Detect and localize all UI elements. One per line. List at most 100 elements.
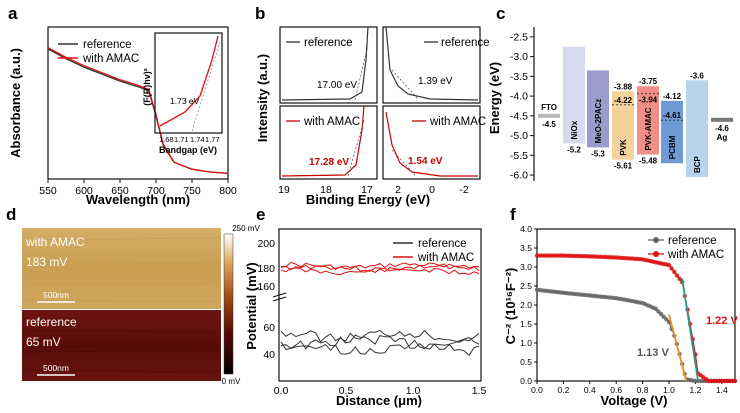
- panel-f-xtick-label: 1.2: [689, 385, 701, 395]
- panel-c-bottom-label: -5.48: [639, 157, 658, 166]
- afm-colorbar-min: 0 mV: [222, 377, 241, 386]
- panel-e-amac-traces: [280, 261, 480, 276]
- afm-colorbar-max: 250 mV: [232, 224, 260, 233]
- panel-f-ytick-label: 4.0: [520, 224, 532, 234]
- panel-e-ref-traces: [280, 329, 480, 356]
- panel-b-xtick-1: 19: [278, 184, 290, 196]
- panel-e-ref-trace-3: [280, 339, 480, 356]
- panel-c-top-label: -4.12: [663, 92, 682, 101]
- afm-bottom-scale-label: 500nm: [43, 363, 69, 373]
- afm-top-value: 183 mV: [26, 255, 67, 269]
- panel-b-xtick-3: 17: [361, 184, 373, 196]
- panel-f-xtick-label: 1.4: [716, 385, 728, 395]
- panel-f-ref-annotation: 1.13 V: [637, 347, 669, 359]
- panel-b-br-curve: [385, 111, 478, 177]
- afm-top-texture: [21, 237, 222, 303]
- panel-e-amac-trace-2: [280, 267, 480, 276]
- panel-a-xtick-label: 700: [147, 185, 165, 197]
- panel-e-break-1: [272, 292, 287, 298]
- panel-a-inset-tick-4: 1.77: [205, 135, 220, 144]
- panel-a-xtick-label: 750: [183, 185, 201, 197]
- panel-a-xtick-label: 650: [111, 185, 129, 197]
- panel-b-br-fit: [391, 149, 417, 177]
- panel-f-amac-point: [674, 273, 680, 278]
- panel-f-ytick-label: 1.5: [520, 319, 532, 329]
- panel-c-ytick-label: -2.5: [510, 31, 528, 43]
- panel-c-ytick-label: -4.5: [510, 110, 528, 122]
- panel-c-layer-name: MeO-2PACz: [594, 99, 603, 144]
- panel-c-bottom-label: -5.3: [591, 149, 605, 158]
- panel-f-xtick-label: 0.2: [557, 385, 569, 395]
- panel-a-inset-xlabel: Bandgap (eV): [159, 145, 217, 155]
- panel-b-xlabel: Binding Energy (eV): [306, 192, 430, 207]
- panel-f-legend-amac: with AMAC: [667, 249, 724, 261]
- panel-c-layer-pcbm: [661, 100, 683, 164]
- panel-c-ytick-label: -5.5: [510, 150, 528, 162]
- panel-f-xtick-label: 0.0: [531, 385, 543, 395]
- panel-f-reference-series: [534, 287, 738, 384]
- panel-a-axes: [47, 26, 229, 180]
- panel-e-ytick-1: 200: [257, 238, 275, 250]
- panel-f-amac-fit: [681, 278, 699, 382]
- panel-c-top-label: -3.6: [690, 71, 704, 80]
- panel-f-ref-fit: [668, 314, 688, 382]
- panel-f-amac-point: [732, 378, 738, 384]
- panel-a-xticks: 550 600 650 700 750 800: [39, 179, 237, 197]
- afm-top-image: [22, 228, 221, 309]
- panel-f-legend-amac-marker: [653, 251, 659, 257]
- panel-f-xtick-label: 1.0: [663, 385, 675, 395]
- panel-f-xlabel: Voltage (V): [601, 393, 668, 408]
- panel-c-bars: -4.5 FTO -5.2 NiOx -5.3 MeO-2PACz -4.22 -3.88 -5…: [538, 46, 733, 178]
- panel-c-mid-label: -4.22: [614, 96, 633, 105]
- panel-c-layer-name: PVK-AMAC: [644, 107, 653, 150]
- panel-b-br-value: 1.54 eV: [408, 156, 443, 167]
- panel-c-ytick-label: -3.0: [510, 51, 528, 63]
- panel-f-ylabel: C⁻² (10¹⁶F⁻²): [503, 268, 518, 345]
- panel-e-legend-amac: with AMAC: [417, 252, 474, 264]
- panel-c-layer-name: BCP: [693, 155, 702, 173]
- panel-f-ytick-label: 2.5: [520, 281, 532, 291]
- panel-c-mid-label: -4.61: [663, 111, 682, 120]
- panel-a-xlabel: Wavelength (nm): [86, 192, 190, 207]
- panel-e-axes: [278, 228, 482, 382]
- panel-e-xtick-2: 0.5: [339, 385, 354, 397]
- panel-f-ytick-label: 1.0: [520, 338, 532, 348]
- panel-e-xtick-4: 1.5: [472, 385, 487, 397]
- panel-b-tr-fit: [391, 69, 419, 100]
- panel-e-ref-trace-2: [280, 334, 480, 350]
- panel-c-layer-bcp: [686, 80, 708, 178]
- panel-b-bl-curve: [281, 105, 365, 177]
- panel-c-label: c: [496, 4, 505, 23]
- panel-c-layer-name: NiOx: [570, 120, 579, 139]
- panel-f-ytick-label: 3.5: [520, 243, 532, 253]
- panel-e-amac-trace-1: [280, 263, 480, 272]
- panel-e-ytick-4: 60: [263, 322, 275, 334]
- panel-f-legend-ref: reference: [668, 235, 717, 247]
- panel-c-layer-pvk: [612, 91, 634, 160]
- panel-e-xtick-1: 0.0: [274, 385, 289, 397]
- panel-c-yticks: -2.5 -3.0 -3.5 -4.0 -4.5 -5.0 -5.5 -6.0: [510, 31, 534, 182]
- panel-a-legend-ref: reference: [83, 39, 132, 51]
- panel-a-inset-axes: [154, 32, 223, 134]
- panel-c-ylabel: Energy (eV): [487, 62, 502, 134]
- panel-f-xtick-label: 0.6: [610, 385, 622, 395]
- panel-b-tl-legend: reference: [304, 37, 353, 49]
- panel-b-tr-value: 1.39 eV: [418, 76, 453, 87]
- afm-bottom-value: 65 mV: [26, 335, 61, 349]
- panel-b-tr-legend: reference: [441, 37, 490, 49]
- panel-b-box-tl: [279, 26, 378, 104]
- panel-b-xtick-2: 18: [320, 184, 332, 196]
- panel-a-ylabel: Absorbance (a.u.): [8, 48, 23, 158]
- panel-f-xtick-label: 0.4: [584, 385, 596, 395]
- panel-a-xtick-label: 800: [219, 185, 237, 197]
- panel-a: a Absorbance (a.u.) Wavelength (nm) 550 6…: [8, 4, 237, 207]
- panel-a-inset-curve: [159, 35, 219, 127]
- afm-colorbar: [223, 233, 234, 375]
- panel-a-legend-amac: with AMAC: [82, 53, 139, 65]
- panel-b-box-tr: [382, 26, 481, 104]
- panel-c-layer-ag: [711, 117, 733, 122]
- afm-bottom-texture: [21, 329, 222, 373]
- panel-f-ytick-label: 0.5: [520, 357, 532, 367]
- panel-a-xtick-label: 600: [75, 185, 93, 197]
- panel-a-label: a: [8, 4, 18, 23]
